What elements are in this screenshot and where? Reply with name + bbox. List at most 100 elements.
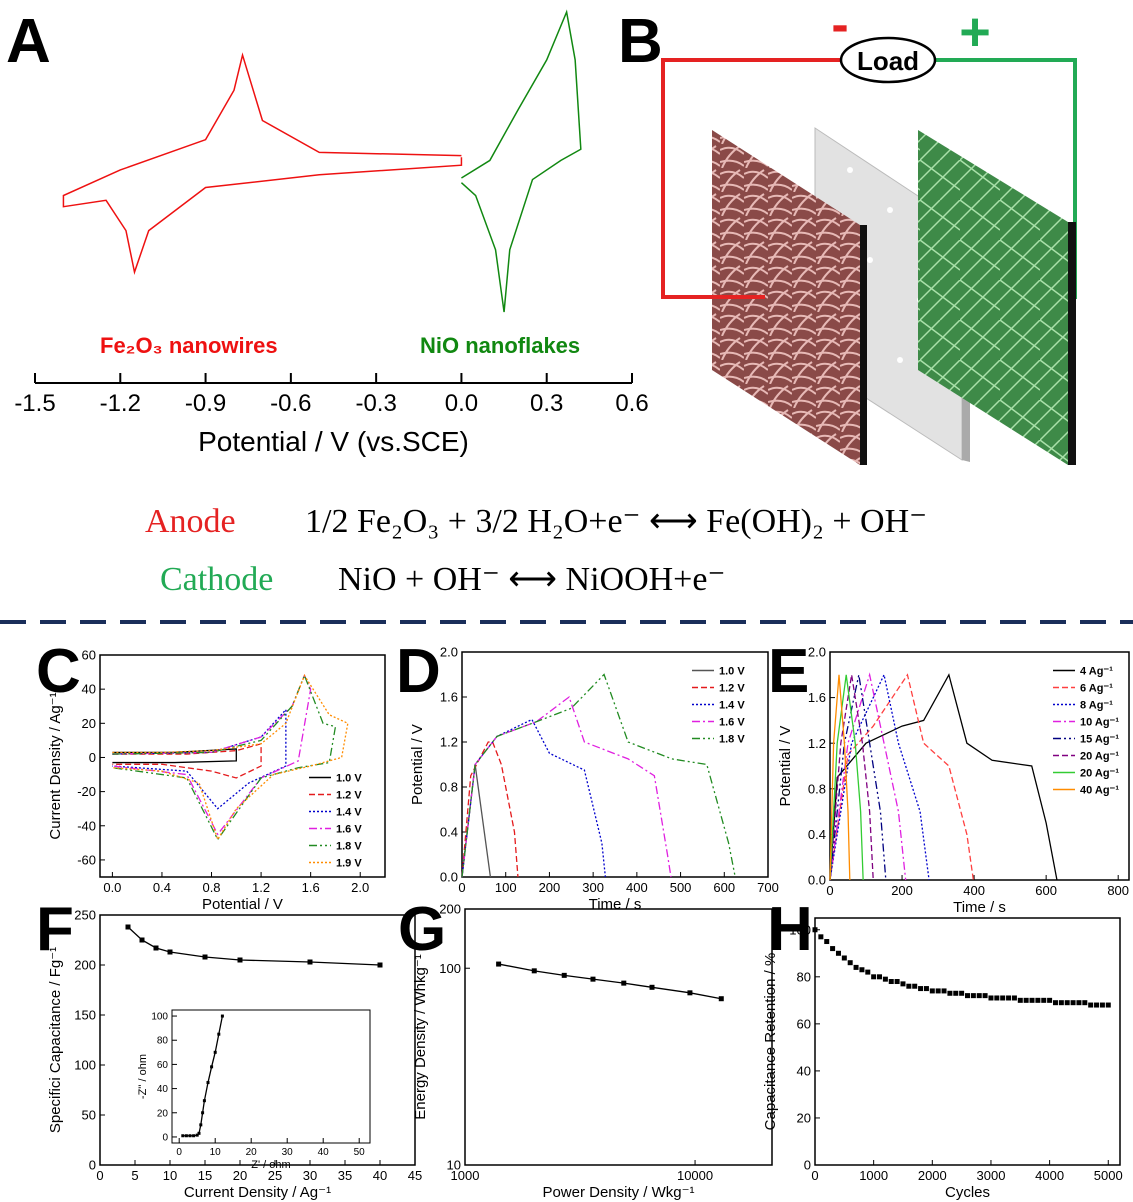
marker [188,1134,192,1138]
marker [1082,1000,1088,1006]
marker [153,945,159,951]
x-tick-label: 4000 [1035,1168,1064,1183]
cell-diagram: Load - + [661,0,1077,465]
y-tick-label: 0.8 [808,781,826,796]
y-axis-label: Specifici Capacitance / Fg⁻¹ [47,947,64,1133]
marker [195,1133,199,1137]
marker [824,939,830,945]
plot-frame [99,914,416,1166]
legend-label: 40 Ag⁻¹ [1080,785,1119,797]
x-tick-label: 5000 [1094,1168,1123,1183]
x-tick-label: 0.0 [103,880,121,895]
y-tick-label: 60 [82,648,96,663]
cathode-edge [1068,222,1076,465]
marker [835,950,841,956]
marker [853,964,859,970]
marker [959,990,965,996]
x-tick-label: 0 [96,1168,103,1183]
x-tick-label: -0.3 [355,390,396,417]
marker [220,1014,224,1018]
y-tick-label: 150 [74,1008,96,1023]
y-tick-label: 80 [157,1036,169,1047]
y-tick-label: 0 [89,750,96,765]
y-tick-label: 60 [157,1060,169,1071]
marker [900,981,906,987]
legend-label: 1.0 V [336,773,362,785]
legend-label: 1.8 V [336,841,362,853]
marker [125,924,131,930]
x-tick-label: 0.3 [530,390,563,417]
y-axis-label: Capacitance Retention / % [762,953,779,1131]
x-tick-label: 0.4 [153,880,171,895]
y-tick-label: 1.6 [808,690,826,705]
marker [918,986,924,992]
legend-label: 20 Ag⁻¹ [1080,768,1119,780]
chart: 0 100 200 300 400 500 600 700 0.0 0.4 0.8 1.2 1.6 2.0… [409,645,779,913]
y-tick-label: 0.0 [440,870,458,885]
series-label: NiO nanoflakes [420,333,580,358]
marker [1047,997,1053,1003]
series-label: Fe₂O₃ nanowires [100,333,278,358]
marker [531,968,537,974]
marker [687,990,693,996]
marker [167,949,173,955]
marker [210,1065,214,1069]
y-tick-label: 10 [447,1158,461,1173]
x-tick-label: 1.6 [302,880,320,895]
marker [912,983,918,989]
marker [935,988,941,994]
legend-label: 1.6 V [719,717,745,729]
panel-letter: B [618,7,663,76]
y-tick-label: -40 [77,818,96,833]
marker [1041,997,1047,1003]
marker [894,979,900,985]
y-tick-label: 0.4 [808,827,826,842]
legend-label: 4 Ag⁻¹ [1080,666,1113,678]
x-axis-label: Current Density / Ag⁻¹ [184,1184,331,1201]
y-axis-label: Current Density / Ag⁻¹ [47,692,64,839]
y-tick-label: 250 [74,908,96,923]
y-tick-label: 100 [74,1058,96,1073]
marker [888,979,894,985]
marker [718,996,724,1002]
legend-label: 15 Ag⁻¹ [1080,734,1119,746]
x-tick-label: 5 [131,1168,138,1183]
y-tick-label: 1.2 [808,736,826,751]
plot-frame [829,651,1130,881]
marker [1029,997,1035,1003]
marker [1064,1000,1070,1006]
series-line [829,674,887,881]
marker [621,980,627,986]
x-tick-label: 0 [811,1168,818,1183]
marker [865,969,871,975]
y-tick-label: 2.0 [808,645,826,660]
y-tick-label: 100 [789,922,811,937]
marker [202,954,208,960]
marker [377,962,383,968]
marker [923,986,929,992]
series-line [112,674,349,841]
legend-label: 10 Ag⁻¹ [1080,717,1119,729]
marker [1076,1000,1082,1006]
y-tick-label: 20 [157,1108,169,1119]
y-tick-label: 0.4 [440,825,458,840]
marker [1058,1000,1064,1006]
series-line [127,926,381,966]
marker [237,957,243,963]
series-line [461,718,607,878]
chart: 0 200 400 600 800 0.0 0.4 0.8 1.2 1.6 2.0 Time / s P… [777,645,1130,916]
x-axis-label: Potential / V (vs.SCE) [198,426,469,457]
legend-label: 20 Ag⁻¹ [1080,751,1119,763]
y-tick-label: 200 [439,902,461,917]
legend-label: 1.6 V [336,824,362,836]
x-tick-label: 400 [626,880,648,895]
x-tick-label: 100 [495,880,517,895]
x-tick-label: 25 [268,1168,282,1183]
series-line [62,52,463,275]
y-tick-label: 50 [82,1108,96,1123]
minus-sign: - [831,0,848,54]
y-tick-label: 40 [797,1063,811,1078]
y-tick-label: 0.8 [440,780,458,795]
x-tick-label: 500 [670,880,692,895]
x-tick-label: 600 [1035,883,1057,898]
